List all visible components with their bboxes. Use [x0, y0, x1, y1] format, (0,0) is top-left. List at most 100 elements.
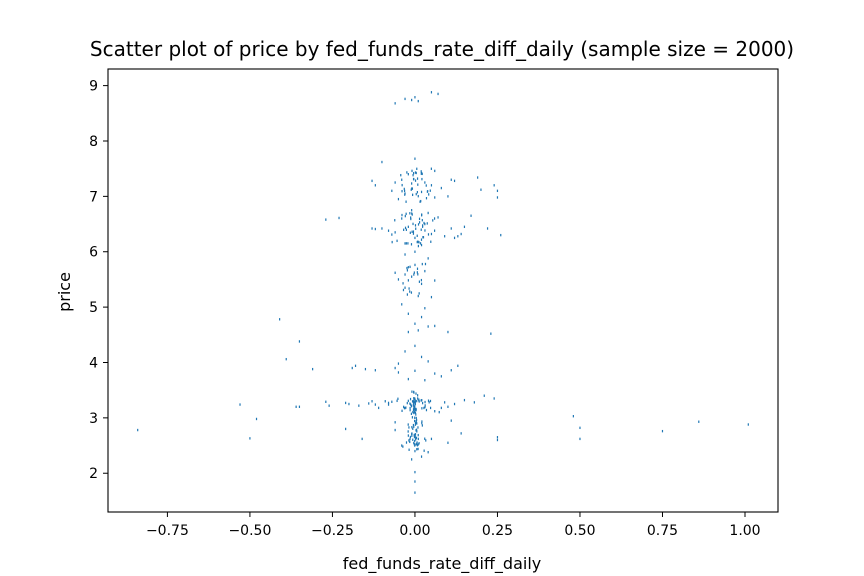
scatter-point [424, 379, 426, 382]
scatter-point [374, 227, 376, 231]
scatter-point [413, 434, 415, 437]
scatter-point [411, 169, 413, 173]
data-points [137, 91, 749, 494]
scatter-point [412, 173, 414, 177]
x-tick-label: 0.75 [647, 523, 678, 539]
scatter-point [418, 292, 420, 295]
scatter-point [405, 441, 408, 444]
scatter-point [405, 228, 407, 231]
scatter-point [384, 400, 386, 403]
scatter-point [416, 430, 418, 433]
scatter-point [417, 329, 419, 332]
scatter-point [400, 173, 402, 177]
scatter-point [420, 355, 423, 359]
scatter-point [421, 213, 423, 216]
scatter-point [493, 184, 495, 187]
scatter-point [416, 267, 419, 270]
scatter-point [409, 440, 411, 444]
x-tick-label: 1.00 [729, 523, 760, 539]
scatter-point [406, 401, 408, 405]
scatter-point [394, 231, 396, 234]
scatter-point [414, 411, 417, 414]
scatter-point [409, 212, 411, 215]
x-axis-label: fed_funds_rate_diff_daily [343, 554, 541, 574]
scatter-point [415, 407, 417, 411]
scatter-point [414, 405, 416, 408]
scatter-point [411, 187, 414, 190]
scatter-point [409, 408, 411, 412]
scatter-point [407, 266, 409, 269]
scatter-point [420, 455, 423, 458]
scatter-point [420, 228, 422, 231]
scatter-point [410, 404, 413, 407]
scatter-point [411, 434, 413, 437]
scatter-point [430, 91, 433, 94]
x-axis-ticks: −0.75 −0.50 −0.25 0.00 0.25 0.50 0.75 1.00 [146, 512, 761, 539]
scatter-point [450, 178, 452, 181]
scatter-point [417, 443, 419, 446]
scatter-point [427, 190, 429, 193]
scatter-point [415, 438, 417, 441]
y-tick-label: 9 [89, 79, 98, 95]
scatter-point [411, 98, 413, 102]
scatter-point [698, 420, 700, 423]
scatter-point [411, 209, 413, 212]
scatter-point [414, 157, 416, 160]
scatter-point [416, 444, 419, 447]
scatter-point [412, 423, 415, 427]
scatter-point [410, 412, 413, 416]
scatter-point [427, 211, 429, 215]
scatter-point [408, 448, 410, 451]
scatter-point [239, 403, 241, 406]
scatter-point [420, 238, 423, 241]
scatter-point [407, 242, 409, 245]
scatter-point [473, 401, 475, 404]
scatter-point [407, 225, 409, 229]
scatter-point [417, 447, 419, 451]
scatter-point [368, 402, 370, 405]
scatter-point [345, 401, 347, 405]
scatter-point [394, 421, 396, 424]
scatter-point [414, 224, 417, 227]
scatter-point [414, 480, 416, 483]
scatter-point [394, 181, 396, 184]
y-axis-ticks: 2 3 4 5 6 7 8 9 [89, 79, 108, 482]
scatter-point [430, 184, 433, 187]
scatter-point [463, 398, 466, 402]
scatter-point [408, 426, 410, 429]
scatter-point [427, 451, 429, 454]
scatter-point [394, 102, 396, 105]
scatter-point [434, 372, 436, 375]
scatter-point [415, 227, 417, 230]
scatter-point [414, 171, 417, 174]
scatter-point [496, 196, 499, 199]
scatter-point [444, 401, 446, 404]
scatter-point [325, 218, 327, 221]
scatter-point [579, 426, 581, 430]
scatter-point [420, 282, 423, 286]
scatter-point [403, 228, 405, 231]
x-tick-label: 0.50 [564, 523, 595, 539]
scatter-point [411, 213, 413, 216]
scatter-point [249, 437, 251, 440]
scatter-point [354, 364, 357, 368]
scatter-point [404, 242, 406, 245]
scatter-point [434, 279, 436, 282]
scatter-point [414, 369, 416, 372]
scatter-point [416, 448, 418, 451]
scatter-point [416, 234, 418, 237]
scatter-point [409, 437, 411, 441]
scatter-point [411, 432, 413, 435]
scatter-point [401, 178, 403, 181]
scatter-point [430, 240, 432, 243]
scatter-point [404, 193, 406, 196]
scatter-point [500, 233, 502, 237]
scatter-point [416, 177, 419, 180]
scatter-point [444, 235, 446, 238]
scatter-point [418, 442, 420, 445]
scatter-point [391, 400, 393, 403]
scatter-point [414, 421, 417, 425]
scatter-point [413, 172, 415, 175]
scatter-point [429, 399, 432, 403]
scatter-point [415, 418, 418, 422]
